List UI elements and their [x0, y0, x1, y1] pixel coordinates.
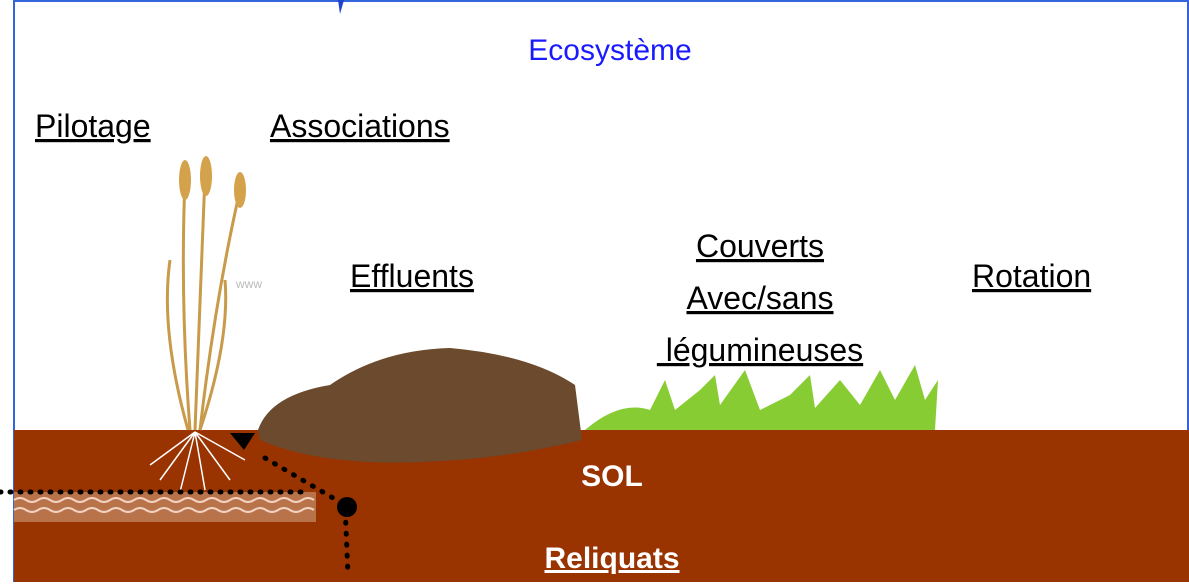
node	[337, 497, 357, 517]
lever: Pilotage	[35, 108, 151, 144]
lever: Rotation	[972, 258, 1091, 294]
lever: Couverts	[696, 228, 824, 264]
soil-layer	[14, 492, 316, 522]
soil-label: SOL	[581, 460, 643, 493]
title: Ecosystème	[528, 34, 691, 67]
lever: Avec/sans	[686, 280, 833, 316]
page: www Ecosystème Pilotage Associations Eff…	[0, 0, 1189, 582]
watermark: www	[235, 277, 262, 291]
diagram: www Ecosystème Pilotage Associations Eff…	[0, 0, 1189, 582]
lever: Associations	[270, 108, 450, 144]
lever: Effluents	[350, 258, 474, 294]
reliquats-label: Reliquats	[544, 542, 679, 575]
lever: légumineuses	[657, 332, 863, 368]
